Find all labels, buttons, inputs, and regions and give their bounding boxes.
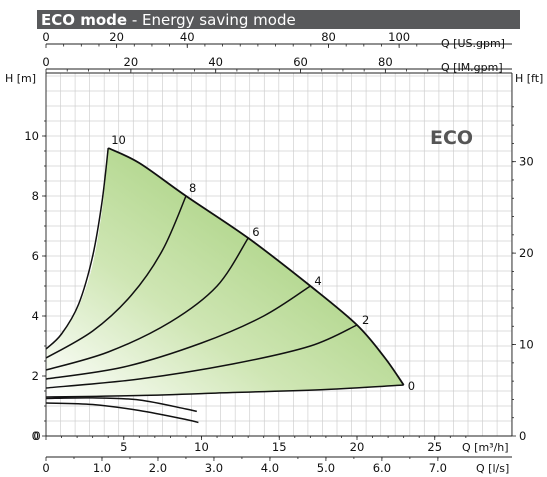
y-right-tick-10: 10: [519, 338, 534, 352]
ls-tick-5.0: 5.0: [317, 461, 335, 475]
y-right-tick-30: 30: [519, 155, 534, 169]
us-gpm-tick-20: 20: [109, 30, 124, 44]
us-gpm-tick-80: 80: [321, 30, 336, 44]
ls-tick-4.0: 4.0: [261, 461, 279, 475]
m3h-tick-15: 15: [272, 440, 287, 454]
im-gpm-label: Q [IM.gpm]: [441, 61, 503, 74]
y-left-tick-2: 2: [32, 369, 39, 383]
lower-curve-1: [45, 397, 197, 413]
curve-label-8: 8: [189, 181, 196, 195]
curve-label-4: 4: [314, 274, 321, 288]
title-bar: [37, 10, 520, 29]
m3h-tick-20: 20: [350, 440, 365, 454]
curve-label-10: 10: [111, 133, 126, 147]
operating-area-fill: [46, 148, 404, 397]
us-gpm-tick-40: 40: [180, 30, 195, 44]
im-gpm-tick-0: 0: [42, 55, 49, 69]
curve-10: [45, 147, 109, 350]
y-axis-left: H [m] 0 2 4 6 8 10: [5, 72, 46, 443]
curve-2: [45, 324, 358, 389]
ls-tick-1.0: 1.0: [93, 461, 111, 475]
us-gpm-label: Q [US.gpm]: [441, 37, 505, 50]
curve-8: [45, 195, 187, 359]
m3h-tick-10: 10: [194, 440, 209, 454]
ls-tick-0: 0: [42, 461, 49, 475]
ls-tick-2.0: 2.0: [149, 461, 167, 475]
y-left-tick-10: 10: [24, 129, 39, 143]
y-left-tick-4: 4: [32, 309, 39, 323]
m3h-tick-5: 5: [120, 440, 127, 454]
curve-label-6: 6: [252, 225, 259, 239]
y-right-tick-0: 0: [519, 429, 526, 443]
us-gpm-tick-100: 100: [388, 30, 410, 44]
curve-0: [45, 384, 404, 398]
y-axis-right: H [ft] 0 10 20 30: [512, 72, 543, 443]
y-left-tick-6: 6: [32, 249, 39, 263]
title-bold: ECO mode: [41, 11, 127, 29]
curve-label-0: 0: [408, 379, 415, 393]
eco-watermark: ECO: [430, 127, 473, 149]
y-right-label: H [ft]: [515, 72, 543, 85]
curve-6: [45, 237, 249, 371]
ls-tick-3.0: 3.0: [205, 461, 223, 475]
im-gpm-tick-40: 40: [208, 55, 223, 69]
m3h-tick-0: 0: [33, 429, 40, 443]
curve-4: [45, 285, 311, 380]
y-left-label: H [m]: [5, 72, 36, 85]
title-rest: - Energy saving mode: [127, 11, 296, 29]
bottom-axes: 0 5 10 15 20 25 Q [m³/h] 0 1.0 2.0 3.0 4.0 5.0 6.0 7.0…: [33, 429, 512, 475]
ls-tick-7.0: 7.0: [429, 461, 447, 475]
curve-label-2: 2: [362, 313, 369, 327]
envelope-top-edge: [107, 147, 405, 386]
m3h-tick-25: 25: [427, 440, 442, 454]
curve-labels: 10 8 6 4 2 0: [111, 133, 415, 393]
pump-curves: [45, 147, 404, 424]
y-left-tick-8: 8: [32, 189, 39, 203]
lower-curve-2: [45, 402, 199, 424]
ls-label: Q [l/s]: [476, 462, 509, 475]
im-gpm-tick-20: 20: [124, 55, 139, 69]
us-gpm-tick-0: 0: [42, 30, 49, 44]
ls-tick-6.0: 6.0: [373, 461, 391, 475]
im-gpm-tick-60: 60: [293, 55, 308, 69]
y-right-tick-20: 20: [519, 246, 534, 260]
top-axes: 0 20 40 80 100 Q [US.gpm] 0 20 40 60 80 Q [IM.gpm]: [42, 30, 512, 74]
im-gpm-tick-80: 80: [378, 55, 393, 69]
y-left-tick-0: 0: [32, 429, 39, 443]
chart-title: ECO mode - Energy saving mode: [41, 11, 296, 29]
m3h-label: Q [m³/h]: [462, 441, 509, 454]
